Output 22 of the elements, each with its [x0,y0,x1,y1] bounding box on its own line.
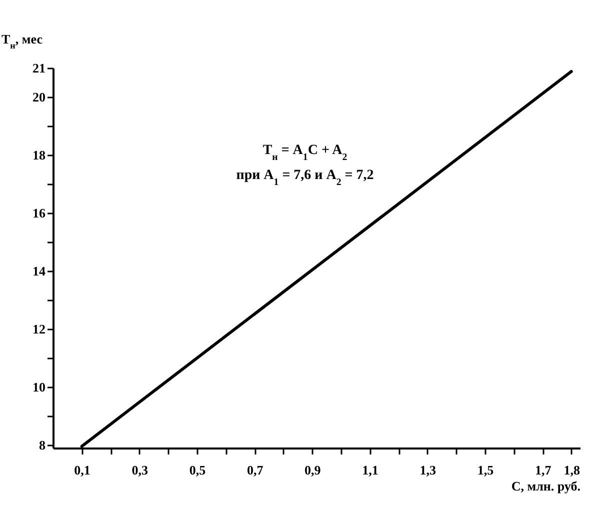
y-tick-label: 16 [32,206,46,221]
x-tick-label: 0,7 [246,462,264,478]
x-tick-label: 0,3 [132,462,149,478]
y-tick-label: 8 [39,438,46,453]
x-tick-label: 0,9 [304,462,322,478]
x-tick-label: 1,5 [477,462,494,478]
x-tick-label: 1,1 [362,462,378,478]
x-tick-label: 1,8 [564,462,580,478]
x-axis-title: C, млн. руб. [511,478,580,494]
y-tick-label: 18 [32,148,46,163]
annotation: T$_{н}$ = A$_{1}$C + A$_{2}$ [262,143,348,162]
x-tick-label: 0,1 [74,462,90,478]
y-tick-label: 12 [32,322,46,337]
x-tick-label: 1,3 [420,462,436,478]
y-axis-title: T$_{н}$, мес [2,32,43,50]
x-tick-label: 0,5 [189,462,206,478]
y-tick-label: 10 [32,380,46,395]
y-tick-label: 14 [32,264,46,279]
y-tick-label: 20 [32,90,46,105]
x-tick-label: 1,7 [534,462,552,478]
y-tick-label: 21 [32,60,46,76]
annotation: при A$_{1}$ = 7,6 и A$_{2}$ = 7,2 [236,168,374,188]
